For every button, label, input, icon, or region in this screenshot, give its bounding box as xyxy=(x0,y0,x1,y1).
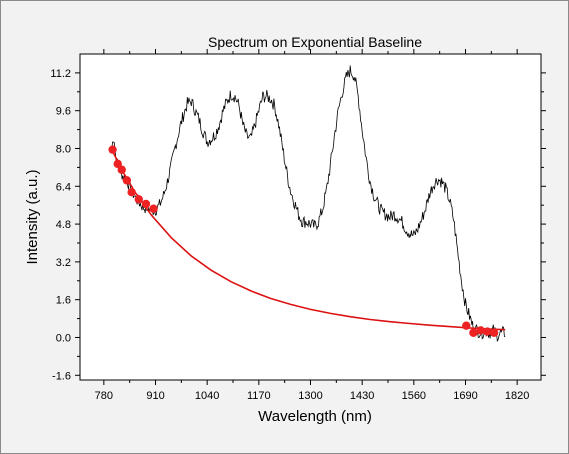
chart-title: Spectrum on Exponential Baseline xyxy=(208,34,422,50)
y-tick-label: 6.4 xyxy=(56,181,71,193)
anchor-point xyxy=(117,165,126,174)
y-tick-label: 0.0 xyxy=(56,332,71,344)
x-tick-label: 910 xyxy=(146,390,164,402)
x-tick-label: 1430 xyxy=(350,390,374,402)
anchor-point xyxy=(489,328,499,337)
x-tick-label: 1040 xyxy=(195,390,219,402)
x-tick-label: 1690 xyxy=(453,390,477,402)
y-axis-title: Intensity (a.u.) xyxy=(24,169,41,264)
axis-tick-labels: 780 910 1040 1170 1300 1430 1560 1690 1820 -1.6 0.… xyxy=(50,68,529,402)
anchor-point xyxy=(469,328,478,337)
y-tick-label: 3.2 xyxy=(56,257,71,269)
anchor-point xyxy=(483,327,492,336)
y-tick-label: -1.6 xyxy=(52,370,71,382)
y-tick-label: 9.6 xyxy=(56,106,71,118)
anchor-point xyxy=(122,176,132,185)
anchor-point xyxy=(476,326,485,335)
baseline-curve xyxy=(111,149,506,331)
anchor-point xyxy=(141,199,151,209)
x-axis-title: Wavelength (nm) xyxy=(258,408,372,425)
x-tick-label: 1300 xyxy=(298,390,322,402)
x-tick-label: 1820 xyxy=(505,390,529,402)
anchor-point xyxy=(113,159,122,169)
x-tick-label: 1560 xyxy=(402,390,426,402)
x-tick-label: 780 xyxy=(95,390,113,402)
y-tick-label: 11.2 xyxy=(50,68,71,80)
anchor-point xyxy=(134,195,144,204)
anchor-point xyxy=(108,145,117,154)
spectrum-line xyxy=(111,65,506,342)
anchor-point xyxy=(462,321,471,330)
anchor-point xyxy=(149,204,158,213)
y-tick-label: 4.8 xyxy=(56,219,71,231)
data-layer xyxy=(108,65,506,342)
y-tick-label: 8.0 xyxy=(56,143,71,155)
y-tick-label: 1.6 xyxy=(56,295,71,307)
axis-ticks xyxy=(75,49,546,385)
x-tick-label: 1170 xyxy=(247,390,271,402)
anchor-point xyxy=(127,187,136,197)
